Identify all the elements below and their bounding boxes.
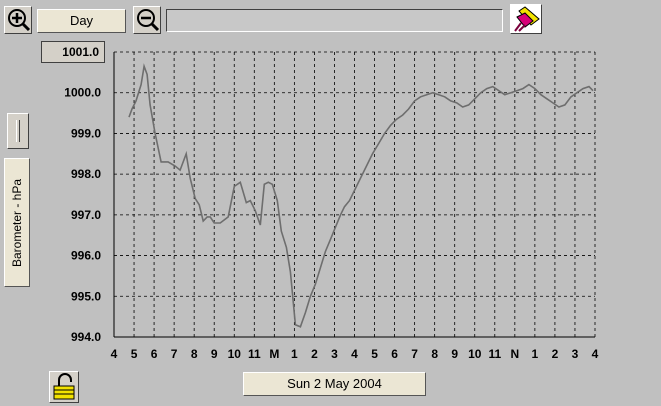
x-tick-label: 3 bbox=[331, 347, 338, 361]
chart-grid bbox=[113, 51, 596, 338]
time-range-button[interactable]: Day bbox=[37, 9, 126, 33]
y-tick-label: 994.0 bbox=[71, 330, 101, 344]
zoom-in-icon bbox=[8, 9, 31, 32]
y-tick-label: 995.0 bbox=[71, 289, 101, 303]
search-input[interactable] bbox=[166, 9, 503, 32]
x-tick-label: 4 bbox=[351, 347, 358, 361]
y-axis-ticks: 1000.0 999.0 998.0 997.0 996.0 995.0 994.0 bbox=[64, 86, 101, 344]
x-tick-label: 11 bbox=[488, 347, 501, 361]
y-tick-label: 999.0 bbox=[71, 126, 101, 140]
zoom-out-button[interactable] bbox=[133, 6, 161, 34]
slider-grip bbox=[16, 120, 20, 142]
x-tick-label: 2 bbox=[311, 347, 318, 361]
zoom-in-button[interactable] bbox=[4, 6, 32, 34]
x-tick-label: 8 bbox=[191, 347, 198, 361]
x-tick-label: 6 bbox=[151, 347, 158, 361]
x-axis-ticks: 4 5 6 7 8 9 10 11 M 1 2 3 4 5 6 7 8 9 10 11 N 1 2 3 4 bbox=[111, 347, 599, 361]
x-tick-label: 9 bbox=[211, 347, 218, 361]
x-tick-label: 2 bbox=[552, 347, 559, 361]
x-tick-label: 9 bbox=[451, 347, 458, 361]
zoom-out-icon bbox=[137, 9, 160, 32]
y-tick-label: 1000.0 bbox=[64, 86, 101, 100]
eraser-button[interactable] bbox=[510, 4, 542, 34]
y-axis-selector-button[interactable]: Barometer - hPa bbox=[4, 158, 30, 287]
x-tick-label: N bbox=[510, 347, 519, 361]
x-tick-label: 11 bbox=[248, 347, 261, 361]
lock-button[interactable] bbox=[49, 371, 79, 403]
x-tick-label: 10 bbox=[228, 347, 242, 361]
vertical-zoom-slider[interactable] bbox=[7, 113, 29, 149]
x-tick-label: 10 bbox=[468, 347, 482, 361]
y-tick-label: 996.0 bbox=[71, 249, 101, 263]
eraser-icon bbox=[514, 6, 540, 32]
y-tick-label: 998.0 bbox=[71, 167, 101, 181]
x-tick-label: 4 bbox=[592, 347, 599, 361]
y-axis-label: Barometer - hPa bbox=[10, 178, 24, 267]
x-tick-label: 5 bbox=[131, 347, 138, 361]
x-tick-label: M bbox=[269, 347, 279, 361]
x-tick-label: 4 bbox=[111, 347, 118, 361]
x-tick-label: 8 bbox=[431, 347, 438, 361]
date-selector-button[interactable]: Sun 2 May 2004 bbox=[243, 372, 426, 396]
x-tick-label: 3 bbox=[572, 347, 579, 361]
padlock-icon bbox=[53, 373, 75, 400]
pressure-series-line bbox=[128, 63, 594, 328]
max-value-display: 1001.0 bbox=[41, 41, 105, 63]
x-tick-label: 1 bbox=[532, 347, 539, 361]
x-tick-label: 7 bbox=[171, 347, 178, 361]
x-tick-label: 6 bbox=[391, 347, 398, 361]
x-tick-label: 7 bbox=[411, 347, 418, 361]
y-tick-label: 997.0 bbox=[71, 208, 101, 222]
x-tick-label: 5 bbox=[371, 347, 378, 361]
x-tick-label: 1 bbox=[291, 347, 298, 361]
